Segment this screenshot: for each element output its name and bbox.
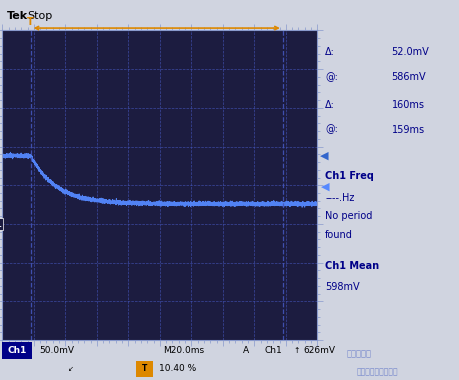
Text: 586mV: 586mV bbox=[391, 72, 425, 82]
Text: Ch1: Ch1 bbox=[264, 346, 282, 355]
Text: Stop: Stop bbox=[27, 11, 52, 21]
Text: 10.40 %: 10.40 % bbox=[158, 364, 196, 373]
Text: Ch1 Mean: Ch1 Mean bbox=[325, 261, 379, 271]
Text: 598mV: 598mV bbox=[325, 282, 359, 293]
Text: Ch1: Ch1 bbox=[7, 346, 27, 355]
Text: ◀: ◀ bbox=[319, 151, 327, 161]
Text: T: T bbox=[27, 16, 34, 27]
Text: @:: @: bbox=[325, 72, 337, 82]
Text: A: A bbox=[242, 346, 249, 355]
Text: 易迪拓培训: 易迪拓培训 bbox=[346, 350, 370, 359]
Text: Δ:: Δ: bbox=[325, 47, 334, 57]
Text: @:: @: bbox=[325, 125, 337, 135]
Text: 1: 1 bbox=[0, 219, 2, 229]
Text: 160ms: 160ms bbox=[391, 100, 424, 110]
FancyBboxPatch shape bbox=[2, 342, 32, 359]
Text: ◀: ◀ bbox=[320, 182, 328, 192]
Text: ↙: ↙ bbox=[68, 366, 74, 372]
Text: 626mV: 626mV bbox=[303, 346, 335, 355]
Text: 射频和天线设计专家: 射频和天线设计专家 bbox=[356, 367, 397, 377]
FancyBboxPatch shape bbox=[135, 361, 153, 377]
Text: Ch1 Freq: Ch1 Freq bbox=[325, 171, 373, 181]
Text: Tek: Tek bbox=[7, 11, 28, 21]
Text: Δ:: Δ: bbox=[325, 100, 334, 110]
Text: T: T bbox=[141, 364, 147, 373]
Text: ↑: ↑ bbox=[293, 346, 299, 355]
Text: 52.0mV: 52.0mV bbox=[391, 47, 428, 57]
Text: No period: No period bbox=[325, 211, 372, 221]
Text: found: found bbox=[325, 230, 353, 240]
Text: M20.0ms: M20.0ms bbox=[163, 346, 204, 355]
Text: ----.Hz: ----.Hz bbox=[325, 193, 354, 203]
Text: 50.0mV: 50.0mV bbox=[39, 346, 74, 355]
Text: 159ms: 159ms bbox=[391, 125, 424, 135]
